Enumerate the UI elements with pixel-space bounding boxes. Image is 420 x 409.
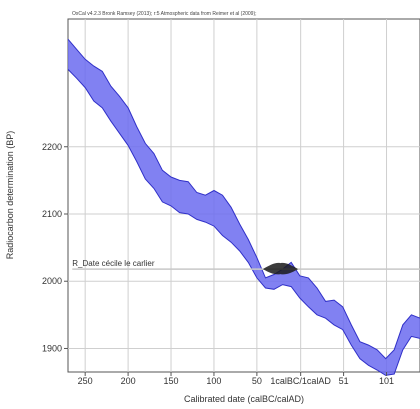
x-tick-label-2: 150 bbox=[164, 376, 179, 386]
x-tick-label-3: 100 bbox=[206, 376, 221, 386]
x-tick-label-7: 101 bbox=[379, 376, 394, 386]
grid-lines bbox=[68, 19, 420, 372]
x-tick-label-6: 51 bbox=[339, 376, 349, 386]
plot-area-frame bbox=[67, 18, 420, 373]
x-tick-label-5: 1calBC/1calAD bbox=[270, 376, 331, 386]
calibration-band-upper-edge bbox=[67, 38, 420, 360]
calibration-band-lower-edge bbox=[67, 69, 420, 376]
x-tick-label-1: 200 bbox=[121, 376, 136, 386]
chart-header-text: OxCal v4.2.3 Bronk Ramsey (2013); r:5 At… bbox=[72, 11, 257, 17]
y-tick-label-3: 2200 bbox=[42, 142, 62, 152]
x-axis-title: Calibrated date (calBC/calAD) bbox=[184, 394, 304, 404]
annotation-group: R_Date cécile le carlier bbox=[72, 259, 420, 275]
date-annotation-label: R_Date cécile le carlier bbox=[72, 259, 155, 268]
y-axis-title: Radiocarbon determination (BP) bbox=[5, 131, 15, 260]
y-tick-label-0: 1900 bbox=[42, 343, 62, 353]
y-tick-label-1: 2000 bbox=[42, 276, 62, 286]
calibration-band-group bbox=[67, 38, 420, 376]
x-tick-label-0: 250 bbox=[78, 376, 93, 386]
y-tick-label-2: 2100 bbox=[42, 209, 62, 219]
date-probability-distribution bbox=[262, 262, 299, 275]
x-tick-label-4: 50 bbox=[252, 376, 262, 386]
axis-ticks: 1900 2000 2100 2200 250 200 150 100 50 1calBC/1ca… bbox=[42, 142, 394, 386]
